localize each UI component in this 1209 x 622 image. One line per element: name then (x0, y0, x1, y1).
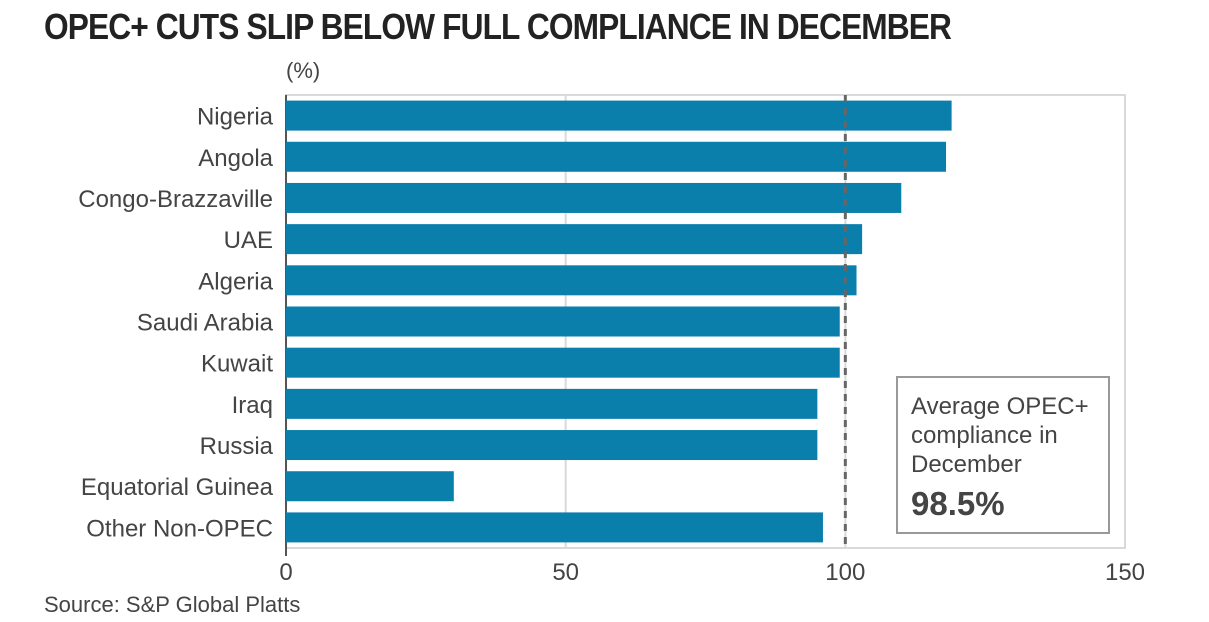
category-label: Nigeria (197, 104, 274, 131)
category-label: Equatorial Guinea (81, 474, 274, 501)
bar-layer (286, 100, 952, 543)
category-label: Russia (200, 433, 274, 460)
category-labels: Nigeria Angola Congo-Brazzaville UAE Algeria… (78, 104, 273, 543)
bar-uae (286, 224, 863, 255)
chart-title: OPEC+ CUTS SLIP BELOW FULL COMPLIANCE IN… (44, 6, 952, 47)
bar-angola (286, 141, 947, 172)
unit-label: (%) (286, 58, 321, 83)
bar-saudi-arabia (286, 306, 840, 337)
source-note: Source: S&P Global Platts (44, 592, 301, 617)
bar-nigeria (286, 100, 952, 131)
bar-equatorial-guinea (286, 471, 454, 502)
average-compliance-callout: Average OPEC+ compliance in December 98.… (896, 376, 1110, 534)
callout-text: Average OPEC+ compliance in December (911, 393, 1089, 478)
callout-value: 98.5% (911, 485, 1005, 522)
bar-congo-brazzaville (286, 182, 902, 213)
bar-other-non-opec (286, 512, 823, 543)
bar-russia (286, 430, 818, 461)
x-tick-label: 100 (825, 559, 865, 586)
category-label: Algeria (198, 268, 273, 295)
x-tick-label: 150 (1105, 559, 1145, 586)
category-label: Other Non-OPEC (86, 515, 273, 542)
category-label: Saudi Arabia (137, 310, 274, 337)
category-label: Angola (198, 145, 273, 172)
x-tick-label: 50 (552, 559, 579, 586)
category-label: Congo-Brazzaville (78, 186, 273, 213)
bar-algeria (286, 265, 857, 296)
category-label: Iraq (232, 392, 273, 419)
tick-labels: 0 50 100 150 (279, 559, 1145, 586)
bar-iraq (286, 388, 818, 419)
x-tick-label: 0 (279, 559, 292, 586)
category-label: UAE (224, 227, 273, 254)
category-label: Kuwait (201, 351, 273, 378)
bar-kuwait (286, 347, 840, 378)
